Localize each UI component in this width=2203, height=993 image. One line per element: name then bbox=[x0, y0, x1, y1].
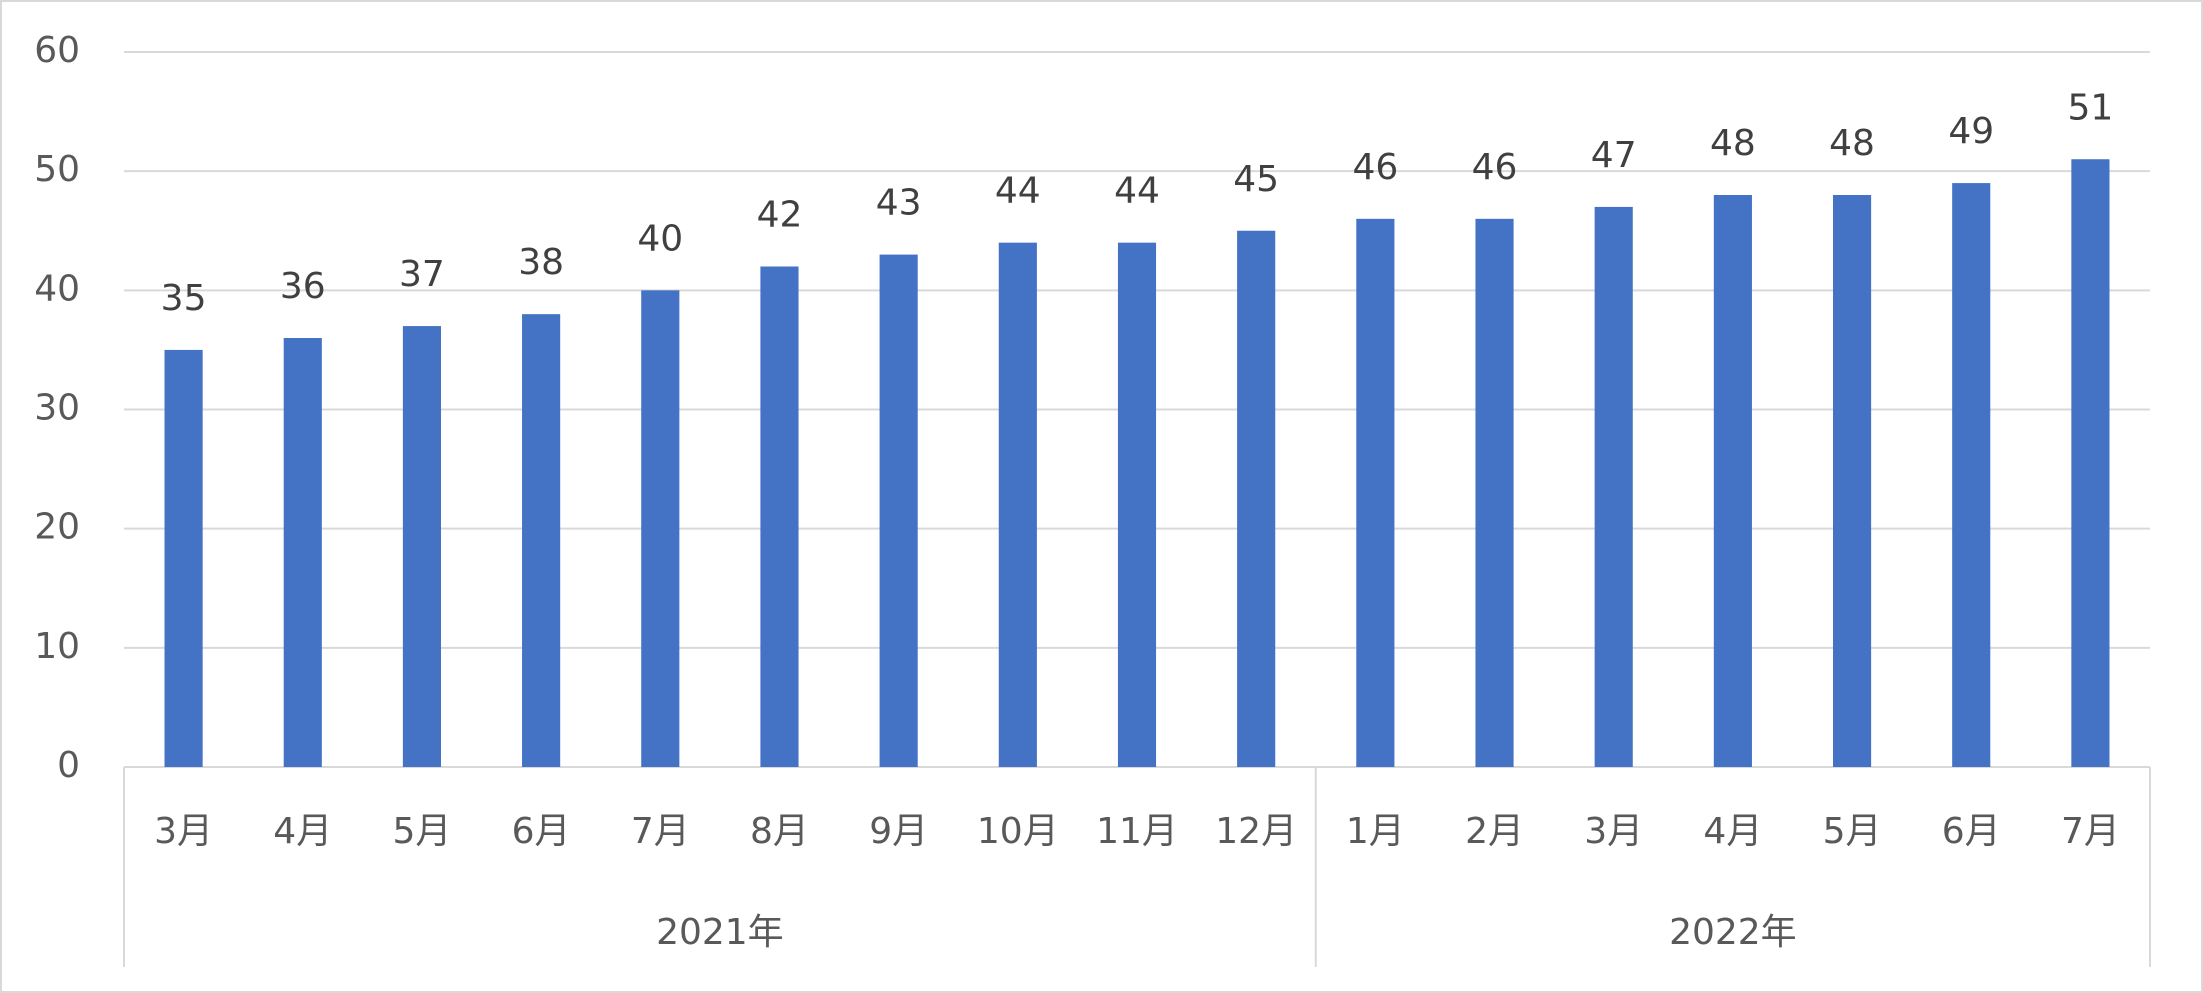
x-tick-label: 11月 bbox=[1096, 811, 1178, 852]
x-tick-label: 3月 bbox=[1584, 811, 1643, 852]
data-label: 37 bbox=[399, 254, 445, 295]
bar bbox=[1117, 242, 1157, 767]
x-tick-label: 7月 bbox=[2061, 811, 2120, 852]
x-tick-label: 6月 bbox=[1942, 811, 2001, 852]
bar bbox=[998, 242, 1037, 767]
bar bbox=[522, 314, 561, 767]
data-label: 46 bbox=[1472, 147, 1518, 188]
bar bbox=[1356, 218, 1395, 768]
group-label: 2021年 bbox=[656, 912, 784, 953]
bar bbox=[1713, 195, 1752, 767]
x-tick-label: 1月 bbox=[1346, 811, 1405, 852]
y-tick-label: 60 bbox=[34, 30, 80, 71]
y-tick-label: 0 bbox=[57, 745, 80, 786]
group-label: 2022年 bbox=[1669, 912, 1797, 953]
x-tick-label: 6月 bbox=[512, 811, 571, 852]
bar bbox=[1952, 183, 1991, 768]
x-tick-label: 5月 bbox=[392, 811, 451, 852]
data-label: 35 bbox=[161, 278, 207, 319]
x-tick-label: 10月 bbox=[977, 811, 1059, 852]
bar bbox=[164, 349, 203, 767]
data-label: 48 bbox=[1829, 123, 1875, 164]
bar bbox=[402, 326, 442, 767]
x-tick-label: 7月 bbox=[631, 811, 690, 852]
data-label: 48 bbox=[1710, 123, 1756, 164]
x-tick-label: 4月 bbox=[273, 811, 332, 852]
x-tick-label: 5月 bbox=[1823, 811, 1882, 852]
data-label: 51 bbox=[2068, 87, 2114, 128]
data-label: 43 bbox=[876, 183, 922, 224]
bar bbox=[1832, 195, 1872, 767]
x-tick-label: 3月 bbox=[154, 811, 213, 852]
data-label: 49 bbox=[1948, 111, 1994, 152]
x-tick-label: 4月 bbox=[1703, 811, 1762, 852]
y-tick-label: 50 bbox=[34, 149, 80, 190]
bar bbox=[1237, 230, 1276, 767]
bar bbox=[1594, 206, 1633, 767]
x-tick-label: 12月 bbox=[1215, 811, 1297, 852]
y-tick-label: 10 bbox=[34, 626, 80, 667]
data-label: 46 bbox=[1352, 147, 1398, 188]
x-tick-label: 2月 bbox=[1465, 811, 1524, 852]
x-tick-label: 8月 bbox=[750, 811, 809, 852]
x-tick-label: 9月 bbox=[869, 811, 928, 852]
bar bbox=[760, 266, 799, 767]
data-label: 44 bbox=[995, 171, 1041, 212]
data-label: 42 bbox=[757, 195, 803, 236]
y-tick-label: 30 bbox=[34, 388, 80, 429]
bar bbox=[641, 290, 680, 767]
data-label: 45 bbox=[1233, 159, 1279, 200]
bar bbox=[2071, 159, 2110, 767]
bar bbox=[879, 254, 918, 768]
data-label: 44 bbox=[1114, 171, 1160, 212]
y-tick-label: 20 bbox=[34, 507, 80, 548]
data-label: 36 bbox=[280, 266, 326, 307]
y-tick-label: 40 bbox=[34, 268, 80, 309]
data-label: 47 bbox=[1591, 135, 1637, 176]
bar bbox=[1475, 218, 1514, 768]
data-label: 40 bbox=[637, 218, 683, 259]
data-label: 38 bbox=[518, 242, 564, 283]
bar bbox=[283, 338, 322, 767]
